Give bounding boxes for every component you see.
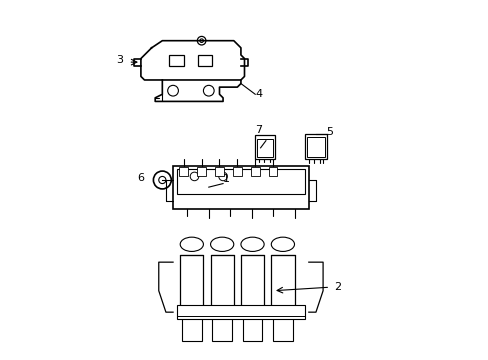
Bar xyxy=(257,139,272,157)
Bar xyxy=(242,312,262,341)
Circle shape xyxy=(218,172,227,181)
Text: 4: 4 xyxy=(255,89,262,99)
Bar xyxy=(215,167,224,176)
Bar xyxy=(180,255,203,312)
Ellipse shape xyxy=(210,237,233,251)
Ellipse shape xyxy=(271,237,294,251)
Bar xyxy=(255,135,274,158)
Bar xyxy=(169,55,183,66)
Bar xyxy=(198,55,212,66)
Circle shape xyxy=(203,85,214,96)
Bar xyxy=(268,167,277,176)
Text: 7: 7 xyxy=(255,125,262,135)
Bar xyxy=(197,167,205,176)
Bar xyxy=(210,255,233,312)
Bar xyxy=(176,305,305,319)
Circle shape xyxy=(167,85,178,96)
Bar xyxy=(272,312,292,341)
Bar xyxy=(173,166,308,208)
Bar xyxy=(271,255,294,312)
Ellipse shape xyxy=(180,237,203,251)
Bar xyxy=(233,167,241,176)
Bar xyxy=(305,134,326,158)
Circle shape xyxy=(200,39,203,42)
Circle shape xyxy=(153,171,171,189)
Bar xyxy=(306,137,324,157)
Ellipse shape xyxy=(241,237,264,251)
Text: 1: 1 xyxy=(223,174,229,184)
Circle shape xyxy=(197,36,205,45)
Circle shape xyxy=(159,176,165,184)
Text: 5: 5 xyxy=(326,127,333,137)
Bar xyxy=(241,255,264,312)
Text: 6: 6 xyxy=(137,173,144,183)
Bar xyxy=(250,167,259,176)
Bar xyxy=(212,312,231,341)
Bar xyxy=(182,312,201,341)
Bar xyxy=(179,167,188,176)
Circle shape xyxy=(190,172,198,181)
Bar xyxy=(176,169,305,194)
Text: 2: 2 xyxy=(333,282,340,292)
Text: 3: 3 xyxy=(116,55,122,65)
